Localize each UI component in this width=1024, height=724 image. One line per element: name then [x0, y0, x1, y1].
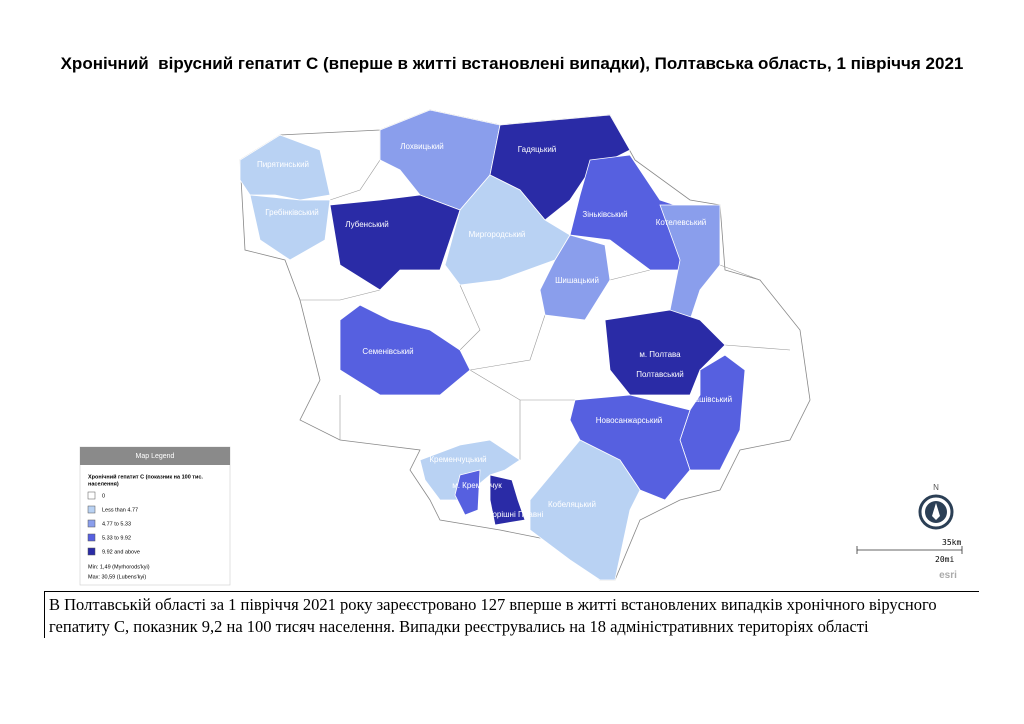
city-label: м. Кременчук: [452, 481, 502, 490]
district-area: [539, 234, 611, 321]
district-area: [489, 474, 526, 526]
district-area: [339, 304, 471, 396]
city-label: м. Горішні Плавні: [479, 510, 544, 519]
legend-item-label: 5.33 to 9.92: [102, 535, 131, 541]
legend-swatch: [87, 491, 96, 500]
map-title: Хронічний вірусний гепатит С (вперше в ж…: [60, 54, 964, 73]
description: В Полтавській області за 1 півріччя 2021…: [44, 591, 979, 638]
district-label: Пирятинський: [257, 160, 309, 169]
district-label: Кременчуцький: [429, 455, 486, 464]
district-area: [569, 154, 691, 271]
legend-title: Хронічний гепатит С (показник на 100 тис…: [88, 473, 203, 480]
legend-note: Max: 30,59 (Lubens'kyi): [88, 574, 146, 580]
legend-swatch: [87, 547, 96, 556]
scale-bar: [856, 546, 963, 554]
district-label: Семенівський: [362, 347, 413, 356]
scale-mi: 20mi: [935, 555, 954, 564]
legend-item-label: 4.77 to 5.33: [102, 521, 131, 527]
district-area: [419, 439, 521, 501]
district-area: [444, 174, 571, 286]
district-label: Шишацький: [555, 276, 599, 285]
legend: Map Legend Хронічний гепатит С (показник…: [79, 446, 231, 586]
north-arrow: N: [918, 483, 954, 530]
scale-km: 35km: [942, 538, 961, 547]
legend-swatch: [87, 533, 96, 542]
legend-header: [80, 447, 230, 465]
legend-swatch: [87, 519, 96, 528]
north-label: N: [933, 483, 939, 492]
legend-box: [79, 446, 231, 586]
district-borders: [300, 130, 791, 460]
district-area: [569, 394, 691, 501]
district-label: Гадяцький: [518, 145, 557, 154]
district-label: Полтавський: [636, 370, 683, 379]
legend-swatch: [87, 505, 96, 514]
district-label: Машівський: [688, 395, 732, 404]
district-label: Лохвицький: [400, 142, 444, 151]
district-label: Новосанжарський: [596, 416, 663, 425]
district-area: [679, 354, 746, 471]
legend-item-label: 0: [102, 493, 105, 499]
legend-header-text: Map Legend: [136, 453, 175, 460]
legend-item-label: Less than 4.77: [102, 507, 138, 513]
legend-title: населення): [88, 481, 119, 487]
district-label: Лубенський: [345, 220, 388, 229]
district-label: Котелевський: [656, 218, 707, 227]
esri-logo: esri: [939, 570, 957, 581]
district-label: Миргородський: [469, 230, 526, 239]
legend-item-label: 9.92 and above: [102, 549, 140, 555]
district-area: [529, 439, 641, 581]
district-area: [249, 194, 331, 261]
district-area: [659, 204, 721, 321]
district-area: [329, 194, 461, 291]
district-area: [454, 469, 481, 516]
district-label: Кобеляцький: [548, 500, 596, 509]
district-label: Гребінківський: [265, 208, 319, 217]
city-label: м. Полтава: [639, 350, 681, 359]
district-label: Зіньківський: [582, 210, 627, 219]
legend-note: Min: 1,49 (Myrhorods'kyi): [88, 564, 150, 570]
